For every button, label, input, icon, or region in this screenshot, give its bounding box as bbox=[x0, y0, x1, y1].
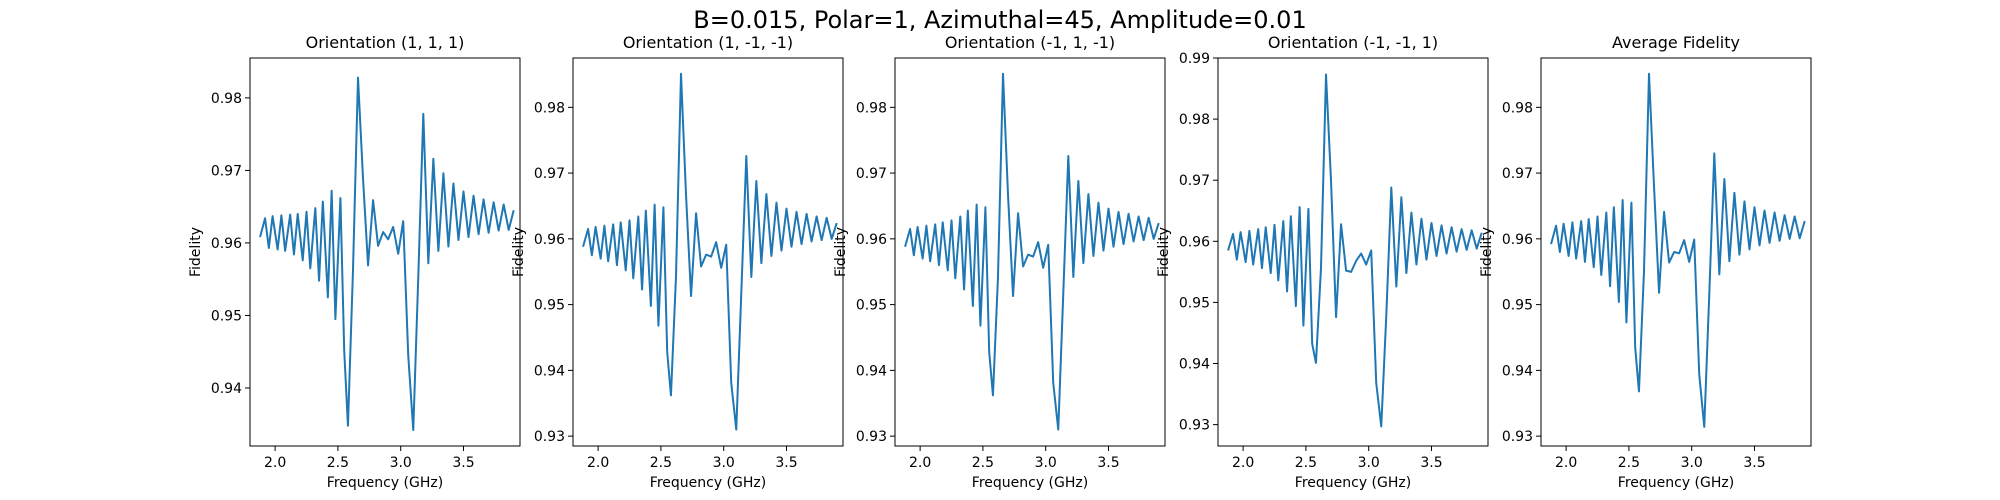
y-tick-label: 0.94 bbox=[1179, 357, 1210, 373]
y-tick-label: 0.93 bbox=[534, 429, 565, 445]
y-tick-label: 0.97 bbox=[211, 163, 242, 179]
series-line bbox=[259, 76, 515, 432]
plot-frame bbox=[249, 57, 521, 447]
x-tick-label: 3.5 bbox=[452, 455, 474, 471]
y-tick-label: 0.98 bbox=[534, 100, 565, 116]
y-axis-label: Fidelity bbox=[188, 227, 204, 277]
subplot-panels: Orientation (1, 1, 1) 2.0 2.5 3.0 3.5 0.94 0.9… bbox=[188, 33, 1812, 491]
x-tick-label: 3.0 bbox=[390, 455, 412, 471]
subplot-1: Orientation (1, 1, 1) 2.0 2.5 3.0 3.5 0.94 0.9… bbox=[188, 33, 521, 491]
series-line bbox=[582, 72, 838, 431]
x-tick-label: 2.5 bbox=[1618, 455, 1640, 471]
plot-frame bbox=[572, 57, 844, 447]
x-tick-label: 2.0 bbox=[1232, 455, 1254, 471]
x-tick-label: 2.0 bbox=[909, 455, 931, 471]
x-tick-label: 2.5 bbox=[1295, 455, 1317, 471]
y-tick-label: 0.99 bbox=[1179, 51, 1210, 67]
x-axis-label: Frequency (GHz) bbox=[1295, 475, 1411, 491]
y-axis-label: Fidelity bbox=[1156, 227, 1172, 277]
y-tick-label: 0.94 bbox=[211, 381, 242, 397]
y-tick-label: 0.95 bbox=[1179, 295, 1210, 311]
y-tick-label: 0.95 bbox=[1502, 298, 1533, 314]
y-axis-label: Fidelity bbox=[833, 227, 849, 277]
x-axis-label: Frequency (GHz) bbox=[650, 475, 766, 491]
figure-title: B=0.015, Polar=1, Azimuthal=45, Amplitud… bbox=[693, 6, 1306, 34]
x-tick-label: 3.5 bbox=[775, 455, 797, 471]
y-tick-label: 0.93 bbox=[856, 429, 887, 445]
y-tick-label: 0.96 bbox=[856, 232, 887, 248]
x-tick-label: 3.0 bbox=[1681, 455, 1703, 471]
series-line bbox=[904, 72, 1160, 431]
x-tick-label: 3.5 bbox=[1097, 455, 1119, 471]
x-tick-label: 2.5 bbox=[327, 455, 349, 471]
x-axis-label: Frequency (GHz) bbox=[972, 475, 1088, 491]
y-tick-label: 0.94 bbox=[534, 363, 565, 379]
y-tick-label: 0.98 bbox=[856, 100, 887, 116]
y-tick-label: 0.96 bbox=[1502, 232, 1533, 248]
subplot-4: Orientation (-1, -1, 1) 2.0 2.5 3.0 3.5 0.93 0… bbox=[1156, 33, 1489, 491]
subplot-title: Orientation (1, -1, -1) bbox=[623, 33, 793, 52]
y-tick-label: 0.97 bbox=[534, 166, 565, 182]
y-tick-label: 0.98 bbox=[1502, 100, 1533, 116]
subplot-5: Average Fidelity 2.0 2.5 3.0 3.5 0.93 0.94 0.95… bbox=[1479, 33, 1812, 491]
x-tick-label: 3.5 bbox=[1743, 455, 1765, 471]
subplot-title: Orientation (-1, 1, -1) bbox=[945, 33, 1115, 52]
x-tick-label: 3.0 bbox=[1358, 455, 1380, 471]
plot-frame bbox=[894, 57, 1166, 447]
x-tick-label: 3.0 bbox=[1035, 455, 1057, 471]
subplot-title: Orientation (1, 1, 1) bbox=[306, 33, 465, 52]
y-tick-label: 0.97 bbox=[856, 166, 887, 182]
y-tick-label: 0.93 bbox=[1502, 429, 1533, 445]
y-tick-label: 0.95 bbox=[534, 298, 565, 314]
plot-frame bbox=[1540, 57, 1812, 447]
x-tick-label: 2.0 bbox=[1555, 455, 1577, 471]
series-line bbox=[1550, 72, 1806, 428]
y-tick-label: 0.95 bbox=[856, 298, 887, 314]
y-tick-label: 0.96 bbox=[211, 236, 242, 252]
y-axis-label: Fidelity bbox=[511, 227, 527, 277]
x-tick-label: 2.0 bbox=[264, 455, 286, 471]
y-tick-label: 0.96 bbox=[534, 232, 565, 248]
y-tick-label: 0.98 bbox=[211, 91, 242, 107]
y-tick-label: 0.93 bbox=[1179, 418, 1210, 434]
y-tick-label: 0.94 bbox=[856, 363, 887, 379]
plot-frame bbox=[1217, 57, 1489, 447]
y-tick-label: 0.94 bbox=[1502, 363, 1533, 379]
x-tick-label: 3.0 bbox=[713, 455, 735, 471]
subplot-title: Orientation (-1, -1, 1) bbox=[1268, 33, 1438, 52]
y-tick-label: 0.95 bbox=[211, 308, 242, 324]
x-tick-label: 2.5 bbox=[972, 455, 994, 471]
y-tick-label: 0.98 bbox=[1179, 112, 1210, 128]
y-axis-label: Fidelity bbox=[1479, 227, 1495, 277]
y-tick-label: 0.97 bbox=[1179, 173, 1210, 189]
subplot-2: Orientation (1, -1, -1) 2.0 2.5 3.0 3.5 0.93 0… bbox=[511, 33, 844, 491]
series-line bbox=[1227, 73, 1483, 428]
y-tick-label: 0.96 bbox=[1179, 234, 1210, 250]
x-tick-label: 2.5 bbox=[650, 455, 672, 471]
x-tick-label: 3.5 bbox=[1420, 455, 1442, 471]
subplot-title: Average Fidelity bbox=[1612, 33, 1740, 52]
y-tick-label: 0.97 bbox=[1502, 166, 1533, 182]
subplot-3: Orientation (-1, 1, -1) 2.0 2.5 3.0 3.5 0.93 0… bbox=[833, 33, 1166, 491]
x-axis-label: Frequency (GHz) bbox=[327, 475, 443, 491]
x-axis-label: Frequency (GHz) bbox=[1618, 475, 1734, 491]
x-tick-label: 2.0 bbox=[587, 455, 609, 471]
